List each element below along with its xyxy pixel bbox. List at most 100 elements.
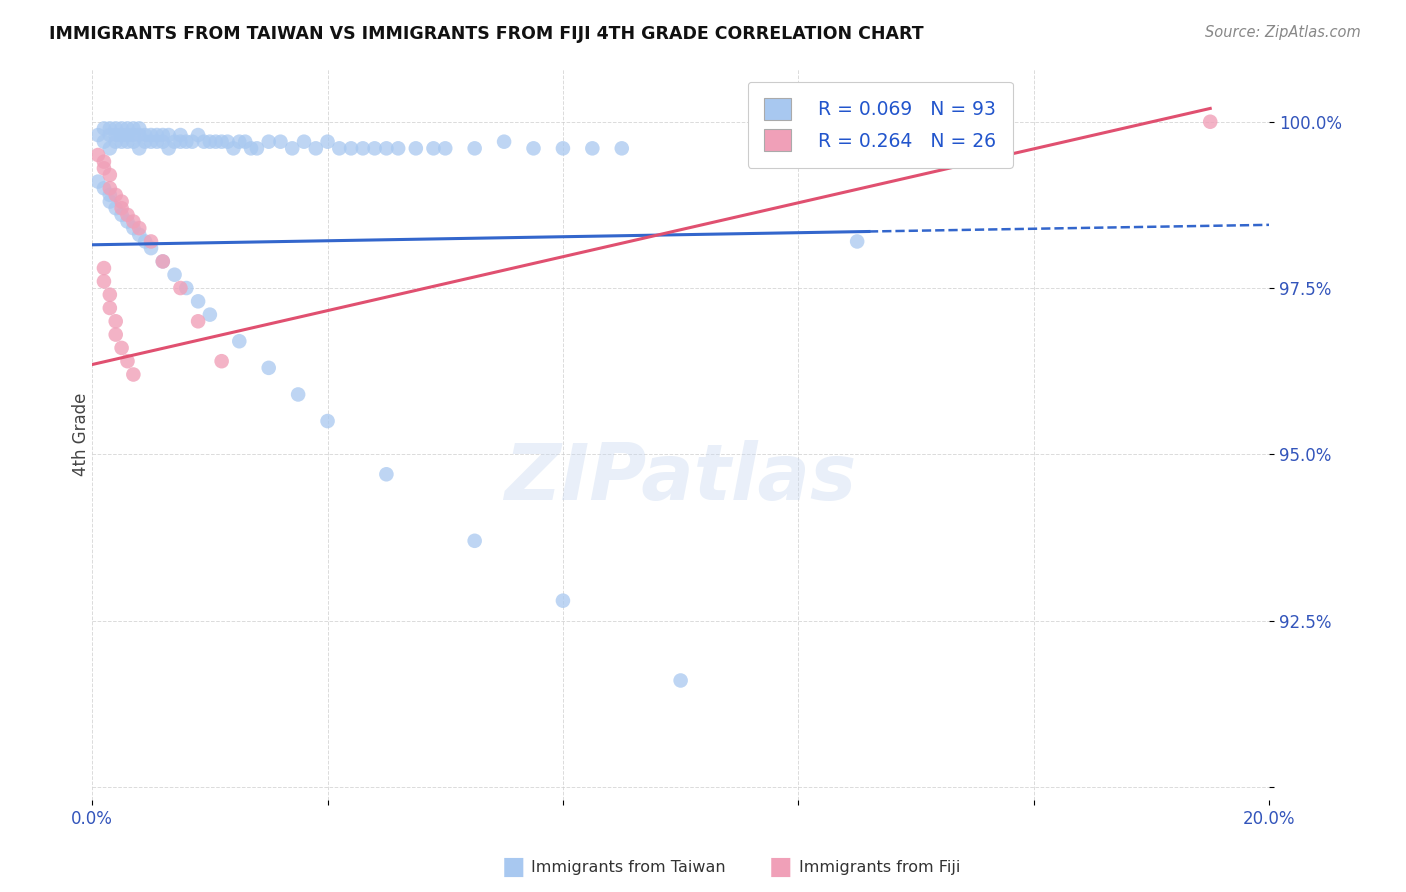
Point [551, 593, 574, 607]
Point [104, 188, 127, 202]
Point [122, 135, 145, 149]
Legend:   R = 0.069   N = 93,   R = 0.264   N = 26: R = 0.069 N = 93, R = 0.264 N = 26 [748, 81, 1012, 168]
Point [494, 135, 516, 149]
Point [581, 141, 603, 155]
Point [98, 194, 121, 209]
Point [93, 274, 115, 288]
Point [134, 135, 156, 149]
Point [176, 135, 198, 149]
Point [375, 467, 398, 482]
Point [551, 141, 574, 155]
Point [464, 141, 486, 155]
Point [233, 135, 256, 149]
Point [110, 128, 132, 142]
Point [110, 208, 132, 222]
Point [198, 308, 221, 322]
Point [134, 235, 156, 249]
Point [110, 121, 132, 136]
Point [104, 314, 127, 328]
Point [117, 354, 139, 368]
Point [257, 360, 280, 375]
Point [157, 128, 180, 142]
Point [193, 135, 215, 149]
Point [128, 128, 150, 142]
Point [187, 314, 209, 328]
Point [93, 135, 115, 149]
Point [122, 368, 145, 382]
Point [269, 135, 291, 149]
Point [122, 221, 145, 235]
Point [1199, 114, 1222, 128]
Point [169, 281, 191, 295]
Point [128, 121, 150, 136]
Point [328, 141, 350, 155]
Point [104, 128, 127, 142]
Point [87, 148, 110, 162]
Point [363, 141, 385, 155]
Point [98, 287, 121, 301]
Point [128, 141, 150, 155]
Point [240, 141, 263, 155]
Point [316, 135, 339, 149]
Point [204, 135, 226, 149]
Point [340, 141, 363, 155]
Point [163, 268, 186, 282]
Point [292, 135, 315, 149]
Point [198, 135, 221, 149]
Point [117, 121, 139, 136]
Point [110, 135, 132, 149]
Point [139, 241, 162, 255]
Text: Immigrants from Taiwan: Immigrants from Taiwan [531, 860, 725, 874]
Point [98, 141, 121, 155]
Point [128, 227, 150, 242]
Text: Source: ZipAtlas.com: Source: ZipAtlas.com [1205, 25, 1361, 40]
Point [110, 194, 132, 209]
Point [93, 181, 115, 195]
Point [522, 141, 544, 155]
Point [122, 214, 145, 228]
Point [104, 135, 127, 149]
Point [287, 387, 309, 401]
Point [405, 141, 427, 155]
Point [211, 354, 233, 368]
Point [104, 121, 127, 136]
Point [464, 533, 486, 548]
Point [669, 673, 692, 688]
Point [211, 135, 233, 149]
Point [117, 214, 139, 228]
Point [139, 128, 162, 142]
Point [187, 294, 209, 309]
Point [169, 128, 191, 142]
Point [316, 414, 339, 428]
Point [146, 135, 169, 149]
Point [98, 128, 121, 142]
Point [217, 135, 239, 149]
Point [281, 141, 304, 155]
Point [93, 154, 115, 169]
Point [110, 341, 132, 355]
Point [246, 141, 269, 155]
Point [610, 141, 633, 155]
Point [87, 175, 110, 189]
Point [157, 141, 180, 155]
Point [104, 327, 127, 342]
Text: ZIPatlas: ZIPatlas [505, 441, 856, 516]
Point [87, 128, 110, 142]
Point [387, 141, 409, 155]
Point [163, 135, 186, 149]
Point [228, 135, 250, 149]
Point [117, 135, 139, 149]
Point [187, 128, 209, 142]
Point [98, 301, 121, 315]
Point [93, 161, 115, 176]
Text: ■: ■ [502, 855, 524, 879]
Point [146, 128, 169, 142]
Point [139, 235, 162, 249]
Point [128, 221, 150, 235]
Point [222, 141, 245, 155]
Point [181, 135, 204, 149]
Point [110, 201, 132, 215]
Point [352, 141, 374, 155]
Point [152, 254, 174, 268]
Text: Immigrants from Fiji: Immigrants from Fiji [799, 860, 960, 874]
